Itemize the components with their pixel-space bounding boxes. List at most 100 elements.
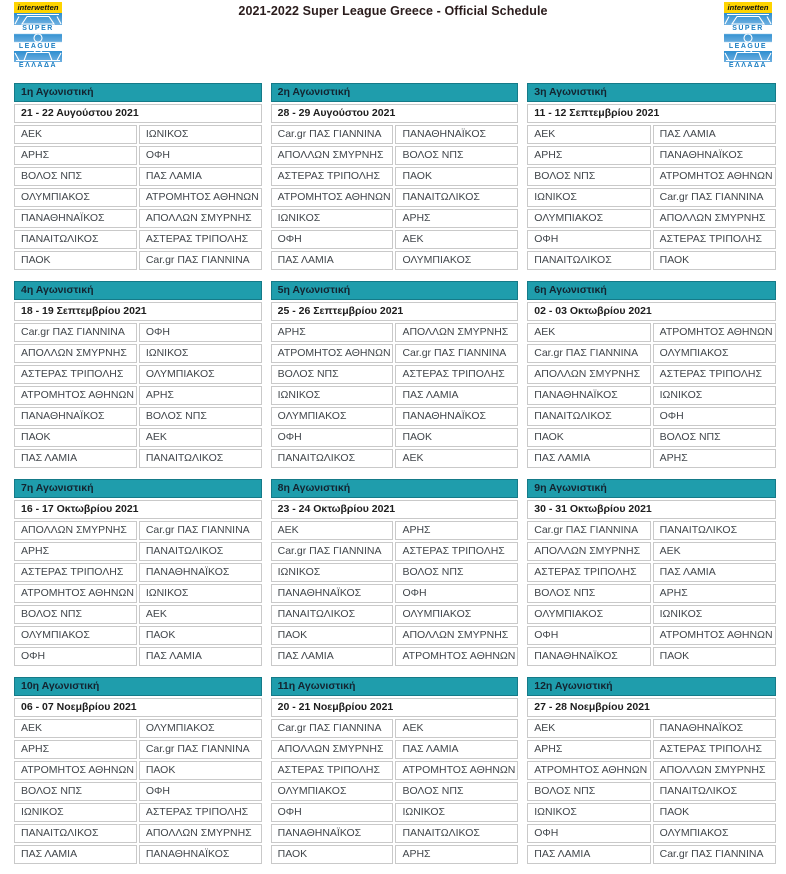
matchday-header-label: 2η Αγωνιστική — [270, 83, 519, 102]
home-team-cell: ΟΛΥΜΠΙΑΚΟΣ — [527, 605, 651, 624]
away-team-cell: ΠΑΟΚ — [652, 647, 776, 666]
away-team-cell: ΑΣΤΕΡΑΣ ΤΡΙΠΟΛΗΣ — [138, 230, 262, 249]
matchday-table: 4η Αγωνιστική 18 - 19 Σεπτεμβρίου 2021 C… — [14, 281, 262, 470]
home-team-cell: ΙΩΝΙΚΟΣ — [14, 803, 137, 822]
home-team-cell: ΟΦΗ — [527, 824, 651, 843]
logo-word-league: LEAGUE — [14, 43, 62, 51]
home-team-cell: ΠΑΟΚ — [14, 251, 137, 270]
home-team-cell: ΠΑΝΑΘΗΝΑΪΚΟΣ — [14, 407, 137, 426]
away-team-cell: ΠΑΝΑΘΗΝΑΪΚΟΣ — [395, 407, 519, 426]
match-row: ΒΟΛΟΣ ΝΠΣ ΠΑΣ ΛΑΜΙΑ — [14, 167, 262, 186]
home-team-cell: ΑΡΗΣ — [14, 146, 137, 165]
away-team-cell: ΙΩΝΙΚΟΣ — [138, 125, 262, 144]
matchday-date: 20 - 21 Νοεμβρίου 2021 — [270, 698, 519, 717]
away-team-cell: ΑΣΤΕΡΑΣ ΤΡΙΠΟΛΗΣ — [138, 803, 262, 822]
home-team-cell: ΠΑΣ ΛΑΜΙΑ — [527, 845, 651, 864]
match-row: ΑΣΤΕΡΑΣ ΤΡΙΠΟΛΗΣ ΟΛΥΜΠΙΑΚΟΣ — [14, 365, 262, 384]
away-team-cell: ΠΑΟΚ — [138, 626, 262, 645]
away-team-cell: ΑΕΚ — [138, 428, 262, 447]
match-row: ΙΩΝΙΚΟΣ ΠΑΟΚ — [527, 803, 776, 822]
away-team-cell: ΒΟΛΟΣ ΝΠΣ — [395, 563, 519, 582]
match-row: ΠΑΝΑΘΗΝΑΪΚΟΣ ΒΟΛΟΣ ΝΠΣ — [14, 407, 262, 426]
matchday-header-label: 5η Αγωνιστική — [270, 281, 519, 300]
match-row: ΠΑΝΑΘΗΝΑΪΚΟΣ ΠΑΝΑΙΤΩΛΙΚΟΣ — [270, 824, 519, 843]
away-team-cell: ΠΑΝΑΘΗΝΑΪΚΟΣ — [652, 146, 776, 165]
away-team-cell: ΑΣΤΕΡΑΣ ΤΡΙΠΟΛΗΣ — [652, 365, 776, 384]
match-row: ΠΑΝΑΙΤΩΛΙΚΟΣ ΠΑΟΚ — [527, 251, 776, 270]
match-row: ΟΦΗ ΑΕΚ — [270, 230, 519, 249]
home-team-cell: ΠΑΣ ΛΑΜΙΑ — [527, 449, 651, 468]
home-team-cell: ΑΡΗΣ — [270, 323, 394, 342]
away-team-cell: ΟΛΥΜΠΙΑΚΟΣ — [138, 719, 262, 738]
away-team-cell: ΑΡΗΣ — [138, 386, 262, 405]
match-row: ΑΕΚ ΠΑΣ ΛΑΜΙΑ — [527, 125, 776, 144]
match-row: ΒΟΛΟΣ ΝΠΣ ΑΣΤΕΡΑΣ ΤΡΙΠΟΛΗΣ — [270, 365, 519, 384]
away-team-cell: ΟΦΗ — [138, 146, 262, 165]
away-team-cell: ΟΛΥΜΠΙΑΚΟΣ — [652, 824, 776, 843]
away-team-cell: ΟΦΗ — [395, 584, 519, 603]
home-team-cell: ΠΑΟΚ — [270, 626, 394, 645]
home-team-cell: ΑΠΟΛΛΩΝ ΣΜΥΡΝΗΣ — [527, 542, 651, 561]
home-team-cell: Car.gr ΠΑΣ ΓΙΑΝΝΙΝΑ — [270, 542, 394, 561]
goal-area-icon — [724, 13, 772, 25]
match-row: ΟΦΗ ΙΩΝΙΚΟΣ — [270, 803, 519, 822]
match-row: ΟΦΗ ΠΑΣ ΛΑΜΙΑ — [14, 647, 262, 666]
away-team-cell: ΠΑΝΑΘΗΝΑΪΚΟΣ — [395, 125, 519, 144]
away-team-cell: ΠΑΣ ΛΑΜΙΑ — [652, 125, 776, 144]
matchday-date: 16 - 17 Οκτωβρίου 2021 — [14, 500, 262, 519]
home-team-cell: ΒΟΛΟΣ ΝΠΣ — [527, 167, 651, 186]
match-row: ΑΤΡΟΜΗΤΟΣ ΑΘΗΝΩΝ ΑΡΗΣ — [14, 386, 262, 405]
home-team-cell: ΑΤΡΟΜΗΤΟΣ ΑΘΗΝΩΝ — [527, 761, 651, 780]
match-row: ΠΑΝΑΙΤΩΛΙΚΟΣ ΟΦΗ — [527, 407, 776, 426]
home-team-cell: ΑΣΤΕΡΑΣ ΤΡΙΠΟΛΗΣ — [14, 563, 137, 582]
home-team-cell: ΠΑΟΚ — [14, 428, 137, 447]
match-row: ΠΑΣ ΛΑΜΙΑ ΑΤΡΟΜΗΤΟΣ ΑΘΗΝΩΝ — [270, 647, 519, 666]
match-row: ΑΡΗΣ ΑΠΟΛΛΩΝ ΣΜΥΡΝΗΣ — [270, 323, 519, 342]
match-row: ΠΑΟΚ ΑΠΟΛΛΩΝ ΣΜΥΡΝΗΣ — [270, 626, 519, 645]
match-row: ΠΑΝΑΙΤΩΛΙΚΟΣ ΑΕΚ — [270, 449, 519, 468]
away-team-cell: ΠΑΟΚ — [395, 167, 519, 186]
home-team-cell: ΑΤΡΟΜΗΤΟΣ ΑΘΗΝΩΝ — [14, 761, 137, 780]
home-team-cell: ΑΣΤΕΡΑΣ ΤΡΙΠΟΛΗΣ — [270, 167, 394, 186]
match-row: ΑΤΡΟΜΗΤΟΣ ΑΘΗΝΩΝ ΠΑΝΑΙΤΩΛΙΚΟΣ — [270, 188, 519, 207]
match-row: Car.gr ΠΑΣ ΓΙΑΝΝΙΝΑ ΟΛΥΜΠΙΑΚΟΣ — [527, 344, 776, 363]
away-team-cell: Car.gr ΠΑΣ ΓΙΑΝΝΙΝΑ — [138, 740, 262, 759]
match-row: ΒΟΛΟΣ ΝΠΣ ΑΡΗΣ — [527, 584, 776, 603]
matchday-rows: ΑΠΟΛΛΩΝ ΣΜΥΡΝΗΣ Car.gr ΠΑΣ ΓΙΑΝΝΙΝΑ ΑΡΗΣ ΠΑ… — [14, 521, 262, 666]
away-team-cell: ΙΩΝΙΚΟΣ — [652, 386, 776, 405]
matchday-table: 2η Αγωνιστική 28 - 29 Αυγούστου 2021 Car… — [270, 83, 519, 272]
penalty-area-icon — [724, 51, 772, 62]
match-row: ΠΑΝΑΙΤΩΛΙΚΟΣ ΟΛΥΜΠΙΑΚΟΣ — [270, 605, 519, 624]
match-row: ΑΡΗΣ ΠΑΝΑΘΗΝΑΪΚΟΣ — [527, 146, 776, 165]
interwetten-sponsor-logo: interwetten — [14, 2, 62, 13]
away-team-cell: Car.gr ΠΑΣ ΓΙΑΝΝΙΝΑ — [652, 845, 776, 864]
away-team-cell: ΑΡΗΣ — [395, 209, 519, 228]
home-team-cell: ΙΩΝΙΚΟΣ — [270, 386, 394, 405]
home-team-cell: ΒΟΛΟΣ ΝΠΣ — [14, 167, 137, 186]
match-row: ΟΛΥΜΠΙΑΚΟΣ ΑΤΡΟΜΗΤΟΣ ΑΘΗΝΩΝ — [14, 188, 262, 207]
match-row: ΑΡΗΣ ΟΦΗ — [14, 146, 262, 165]
logo-word-super: SUPER — [14, 25, 62, 33]
matchday-rows: Car.gr ΠΑΣ ΓΙΑΝΝΙΝΑ ΠΑΝΑΙΤΩΛΙΚΟΣ ΑΠΟΛΛΩΝ Σ… — [527, 521, 776, 666]
home-team-cell: ΑΡΗΣ — [527, 146, 651, 165]
matchday-date: 21 - 22 Αυγούστου 2021 — [14, 104, 262, 123]
away-team-cell: ΟΛΥΜΠΙΑΚΟΣ — [652, 344, 776, 363]
center-circle-icon — [14, 33, 62, 43]
home-team-cell: ΑΡΗΣ — [14, 740, 137, 759]
match-row: ΠΑΝΑΙΤΩΛΙΚΟΣ ΑΠΟΛΛΩΝ ΣΜΥΡΝΗΣ — [14, 824, 262, 843]
match-row: ΠΑΣ ΛΑΜΙΑ ΠΑΝΑΙΤΩΛΙΚΟΣ — [14, 449, 262, 468]
away-team-cell: ΑΡΗΣ — [395, 521, 519, 540]
matchday-date: 18 - 19 Σεπτεμβρίου 2021 — [14, 302, 262, 321]
away-team-cell: ΠΑΣ ΛΑΜΙΑ — [652, 563, 776, 582]
away-team-cell: ΠΑΝΑΘΗΝΑΪΚΟΣ — [652, 719, 776, 738]
home-team-cell: ΑΠΟΛΛΩΝ ΣΜΥΡΝΗΣ — [14, 521, 137, 540]
match-row: ΑΕΚ ΟΛΥΜΠΙΑΚΟΣ — [14, 719, 262, 738]
home-team-cell: ΠΑΝΑΘΗΝΑΪΚΟΣ — [270, 584, 394, 603]
matchday-date: 25 - 26 Σεπτεμβρίου 2021 — [270, 302, 519, 321]
away-team-cell: ΠΑΝΑΙΤΩΛΙΚΟΣ — [138, 449, 262, 468]
away-team-cell: ΒΟΛΟΣ ΝΠΣ — [395, 782, 519, 801]
matchday-table: 11η Αγωνιστική 20 - 21 Νοεμβρίου 2021 Ca… — [270, 677, 519, 866]
away-team-cell: ΠΑΝΑΙΤΩΛΙΚΟΣ — [395, 188, 519, 207]
match-row: ΠΑΟΚ ΑΕΚ — [14, 428, 262, 447]
home-team-cell: Car.gr ΠΑΣ ΓΙΑΝΝΙΝΑ — [14, 323, 137, 342]
